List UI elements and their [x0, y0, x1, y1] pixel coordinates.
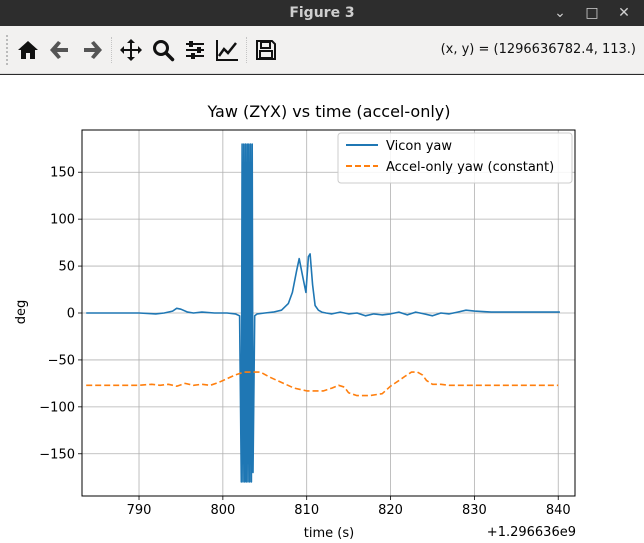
- toolbar-separator: [246, 36, 247, 63]
- y-tick-label: −100: [39, 400, 75, 415]
- legend-box: [337, 132, 573, 184]
- maximize-icon[interactable]: □: [585, 5, 599, 21]
- sliders-icon: [186, 40, 204, 59]
- pan-button[interactable]: [115, 34, 147, 66]
- series-line-vicon-yaw: [86, 143, 560, 483]
- arrow-left-icon: [50, 40, 68, 59]
- y-axis-ticks: −150 −100 −50 0 50 100 150: [39, 166, 82, 462]
- navigation-toolbar: (x, y) = (1296636782.4, 113.): [0, 26, 644, 74]
- subplots-button[interactable]: [179, 34, 211, 66]
- forward-button[interactable]: [76, 34, 108, 66]
- minimize-icon[interactable]: ⌄: [554, 5, 566, 21]
- home-button[interactable]: [12, 34, 44, 66]
- line-chart-icon: [216, 39, 238, 61]
- cursor-coordinates: (x, y) = (1296636782.4, 113.): [440, 42, 636, 57]
- y-tick-label: 100: [50, 213, 75, 228]
- x-tick-label: 790: [127, 503, 152, 518]
- window-titlebar: Figure 3 ⌄ □ ✕: [0, 0, 644, 26]
- toolbar-separator: [111, 36, 112, 63]
- y-tick-label: −150: [39, 447, 75, 462]
- y-tick-label: 0: [67, 307, 75, 322]
- toolbar-grip[interactable]: [6, 34, 12, 65]
- x-axis-label: time (s): [304, 526, 354, 541]
- x-tick-label: 800: [210, 503, 235, 518]
- arrow-right-icon: [84, 40, 102, 59]
- close-icon[interactable]: ✕: [618, 5, 630, 21]
- x-tick-label: 820: [378, 503, 403, 518]
- chart-title: Yaw (ZYX) vs time (accel-only): [206, 102, 450, 121]
- figure-canvas[interactable]: 790 800 810 820 830 840 −150 −100 −50 0 50 100 150 …: [0, 75, 644, 543]
- x-axis-ticks: 790 800 810 820 830 840: [127, 496, 571, 518]
- home-icon: [18, 40, 38, 59]
- window-title: Figure 3: [289, 5, 355, 21]
- series-line-accel-only-yaw: [86, 371, 559, 397]
- legend[interactable]: Vicon yaw Accel-only yaw (constant): [337, 132, 573, 184]
- zoom-button[interactable]: [147, 34, 179, 66]
- window-controls: ⌄ □ ✕: [546, 0, 638, 26]
- y-axis-label: deg: [14, 300, 29, 325]
- edit-axes-button[interactable]: [211, 34, 243, 66]
- x-tick-label: 810: [294, 503, 319, 518]
- y-tick-label: −50: [48, 353, 75, 368]
- y-tick-label: 50: [58, 260, 75, 275]
- series-layer: [86, 143, 560, 483]
- move-icon: [120, 38, 142, 61]
- magnifier-icon: [153, 39, 175, 61]
- back-button[interactable]: [44, 34, 76, 66]
- legend-label-vicon: Vicon yaw: [386, 139, 452, 154]
- y-tick-label: 150: [50, 166, 75, 181]
- x-axis-offset-label: +1.296636e9: [487, 525, 576, 540]
- yaw-plot[interactable]: 790 800 810 820 830 840 −150−100−50050100150 …: [0, 75, 644, 543]
- floppy-icon: [256, 39, 276, 60]
- legend-label-accel: Accel-only yaw (constant): [386, 160, 554, 175]
- x-tick-label: 840: [546, 503, 571, 518]
- x-tick-label: 830: [462, 503, 487, 518]
- save-button[interactable]: [250, 34, 282, 66]
